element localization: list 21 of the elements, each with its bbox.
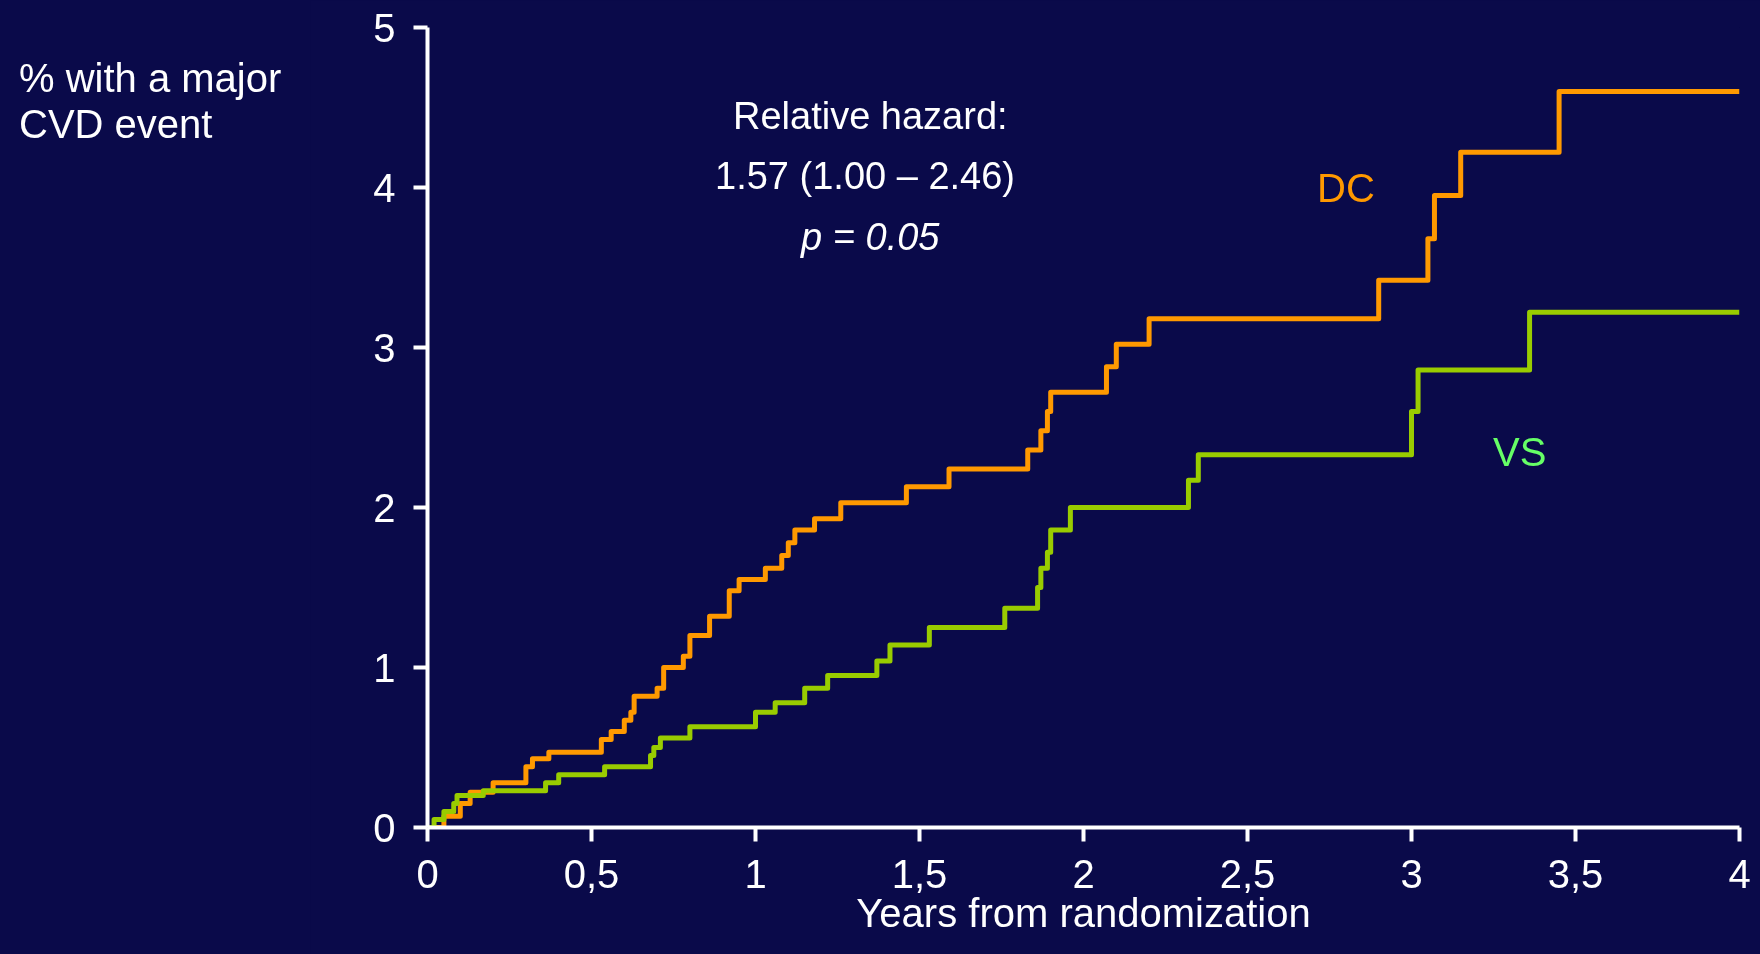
x-tick-label: 1,5 bbox=[891, 851, 948, 896]
x-tick-label: 3,5 bbox=[1547, 851, 1604, 896]
series-label: VS bbox=[1493, 429, 1547, 474]
annotation: 1.57 (1.00 – 2.46) bbox=[715, 155, 1016, 198]
x-tick-label: 3 bbox=[1400, 851, 1423, 896]
x-tick-label: 2 bbox=[1072, 851, 1095, 896]
y-tick-label: 0 bbox=[373, 805, 396, 850]
x-tick-label: 4 bbox=[1728, 851, 1751, 896]
annotation: Relative hazard: bbox=[733, 94, 1008, 137]
x-tick-label: 1 bbox=[744, 851, 767, 896]
y-axis-title: % with a major CVD event bbox=[19, 55, 282, 147]
x-tick-label: 0,5 bbox=[563, 851, 620, 896]
y-tick-label: 5 bbox=[373, 5, 396, 50]
series-label: DC bbox=[1317, 165, 1375, 210]
annotation: p = 0.05 bbox=[800, 216, 941, 259]
y-tick-label: 1 bbox=[373, 645, 396, 690]
y-tick-label: 3 bbox=[373, 325, 396, 370]
y-tick-label: 2 bbox=[373, 485, 396, 530]
y-tick-label: 4 bbox=[373, 165, 396, 210]
x-tick-label: 0 bbox=[416, 851, 439, 896]
x-tick-label: 2,5 bbox=[1219, 851, 1276, 896]
